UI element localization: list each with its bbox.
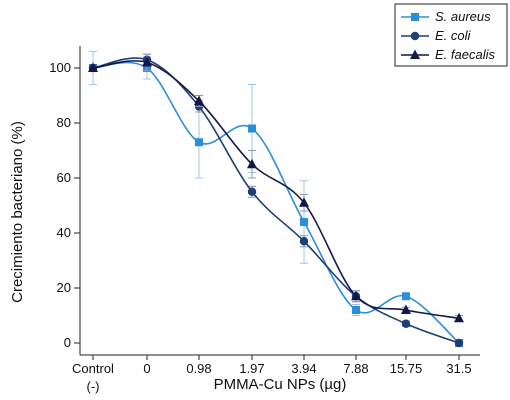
data-point-s-aureus <box>195 138 203 147</box>
data-point-s-aureus <box>352 306 360 314</box>
data-point-s-aureus <box>402 292 410 301</box>
data-point-e-faecalis <box>88 62 98 72</box>
series-line-e-faecalis <box>92 60 460 320</box>
x-tick-label: 3.94 <box>291 361 316 376</box>
data-point-e-coli <box>247 187 257 196</box>
x-tick-label: 0 <box>143 361 150 376</box>
legend-label: E. faecalis <box>435 47 495 62</box>
data-point-s-aureus <box>300 218 308 226</box>
data-point-e-faecalis <box>401 304 411 314</box>
data-point-e-coli <box>401 319 411 328</box>
x-tick-label: 1.97 <box>239 361 264 376</box>
y-tick-label: 100 <box>49 60 71 75</box>
y-tick-label: 40 <box>57 225 71 240</box>
x-axis-title: PMMA-Cu NPs (µg) <box>214 376 347 393</box>
legend: S. aureus E. coli E. faecalis <box>394 3 508 67</box>
series-e-coli <box>88 53 464 348</box>
x-tick-label: 31.5 <box>446 361 471 376</box>
y-tick-label: 0 <box>64 335 71 350</box>
y-tick-label: 20 <box>57 280 71 295</box>
data-point-e-faecalis <box>351 290 361 301</box>
x-tick-label: 7.88 <box>343 361 368 376</box>
y-axis-title: Crecimiento bacteriano (%) <box>9 121 26 303</box>
legend-label: E. coli <box>435 28 472 43</box>
legend-marker <box>411 13 419 21</box>
series-line-s-aureus <box>92 61 460 344</box>
data-point-e-faecalis <box>454 312 464 323</box>
plot-area <box>88 51 464 348</box>
data-point-e-faecalis <box>299 197 309 207</box>
data-point-e-coli <box>454 338 464 348</box>
legend-label: S. aureus <box>435 9 491 24</box>
x-tick-label: 0.98 <box>186 361 211 376</box>
x-tick-label: Control (-) <box>72 361 114 394</box>
series-e-faecalis <box>88 53 464 323</box>
y-tick-label: 80 <box>57 115 71 130</box>
series-s-aureus <box>89 51 463 347</box>
data-point-s-aureus <box>248 124 256 133</box>
data-point-e-faecalis <box>247 158 257 169</box>
data-point-e-faecalis <box>194 95 204 105</box>
series-line-e-coli <box>92 57 460 344</box>
data-point-e-faecalis <box>142 57 152 67</box>
data-point-e-coli <box>299 237 309 246</box>
x-tick-label: 15.75 <box>390 361 423 376</box>
legend-marker <box>410 31 420 41</box>
y-tick-label: 60 <box>57 170 71 185</box>
legend-marker <box>410 49 420 59</box>
